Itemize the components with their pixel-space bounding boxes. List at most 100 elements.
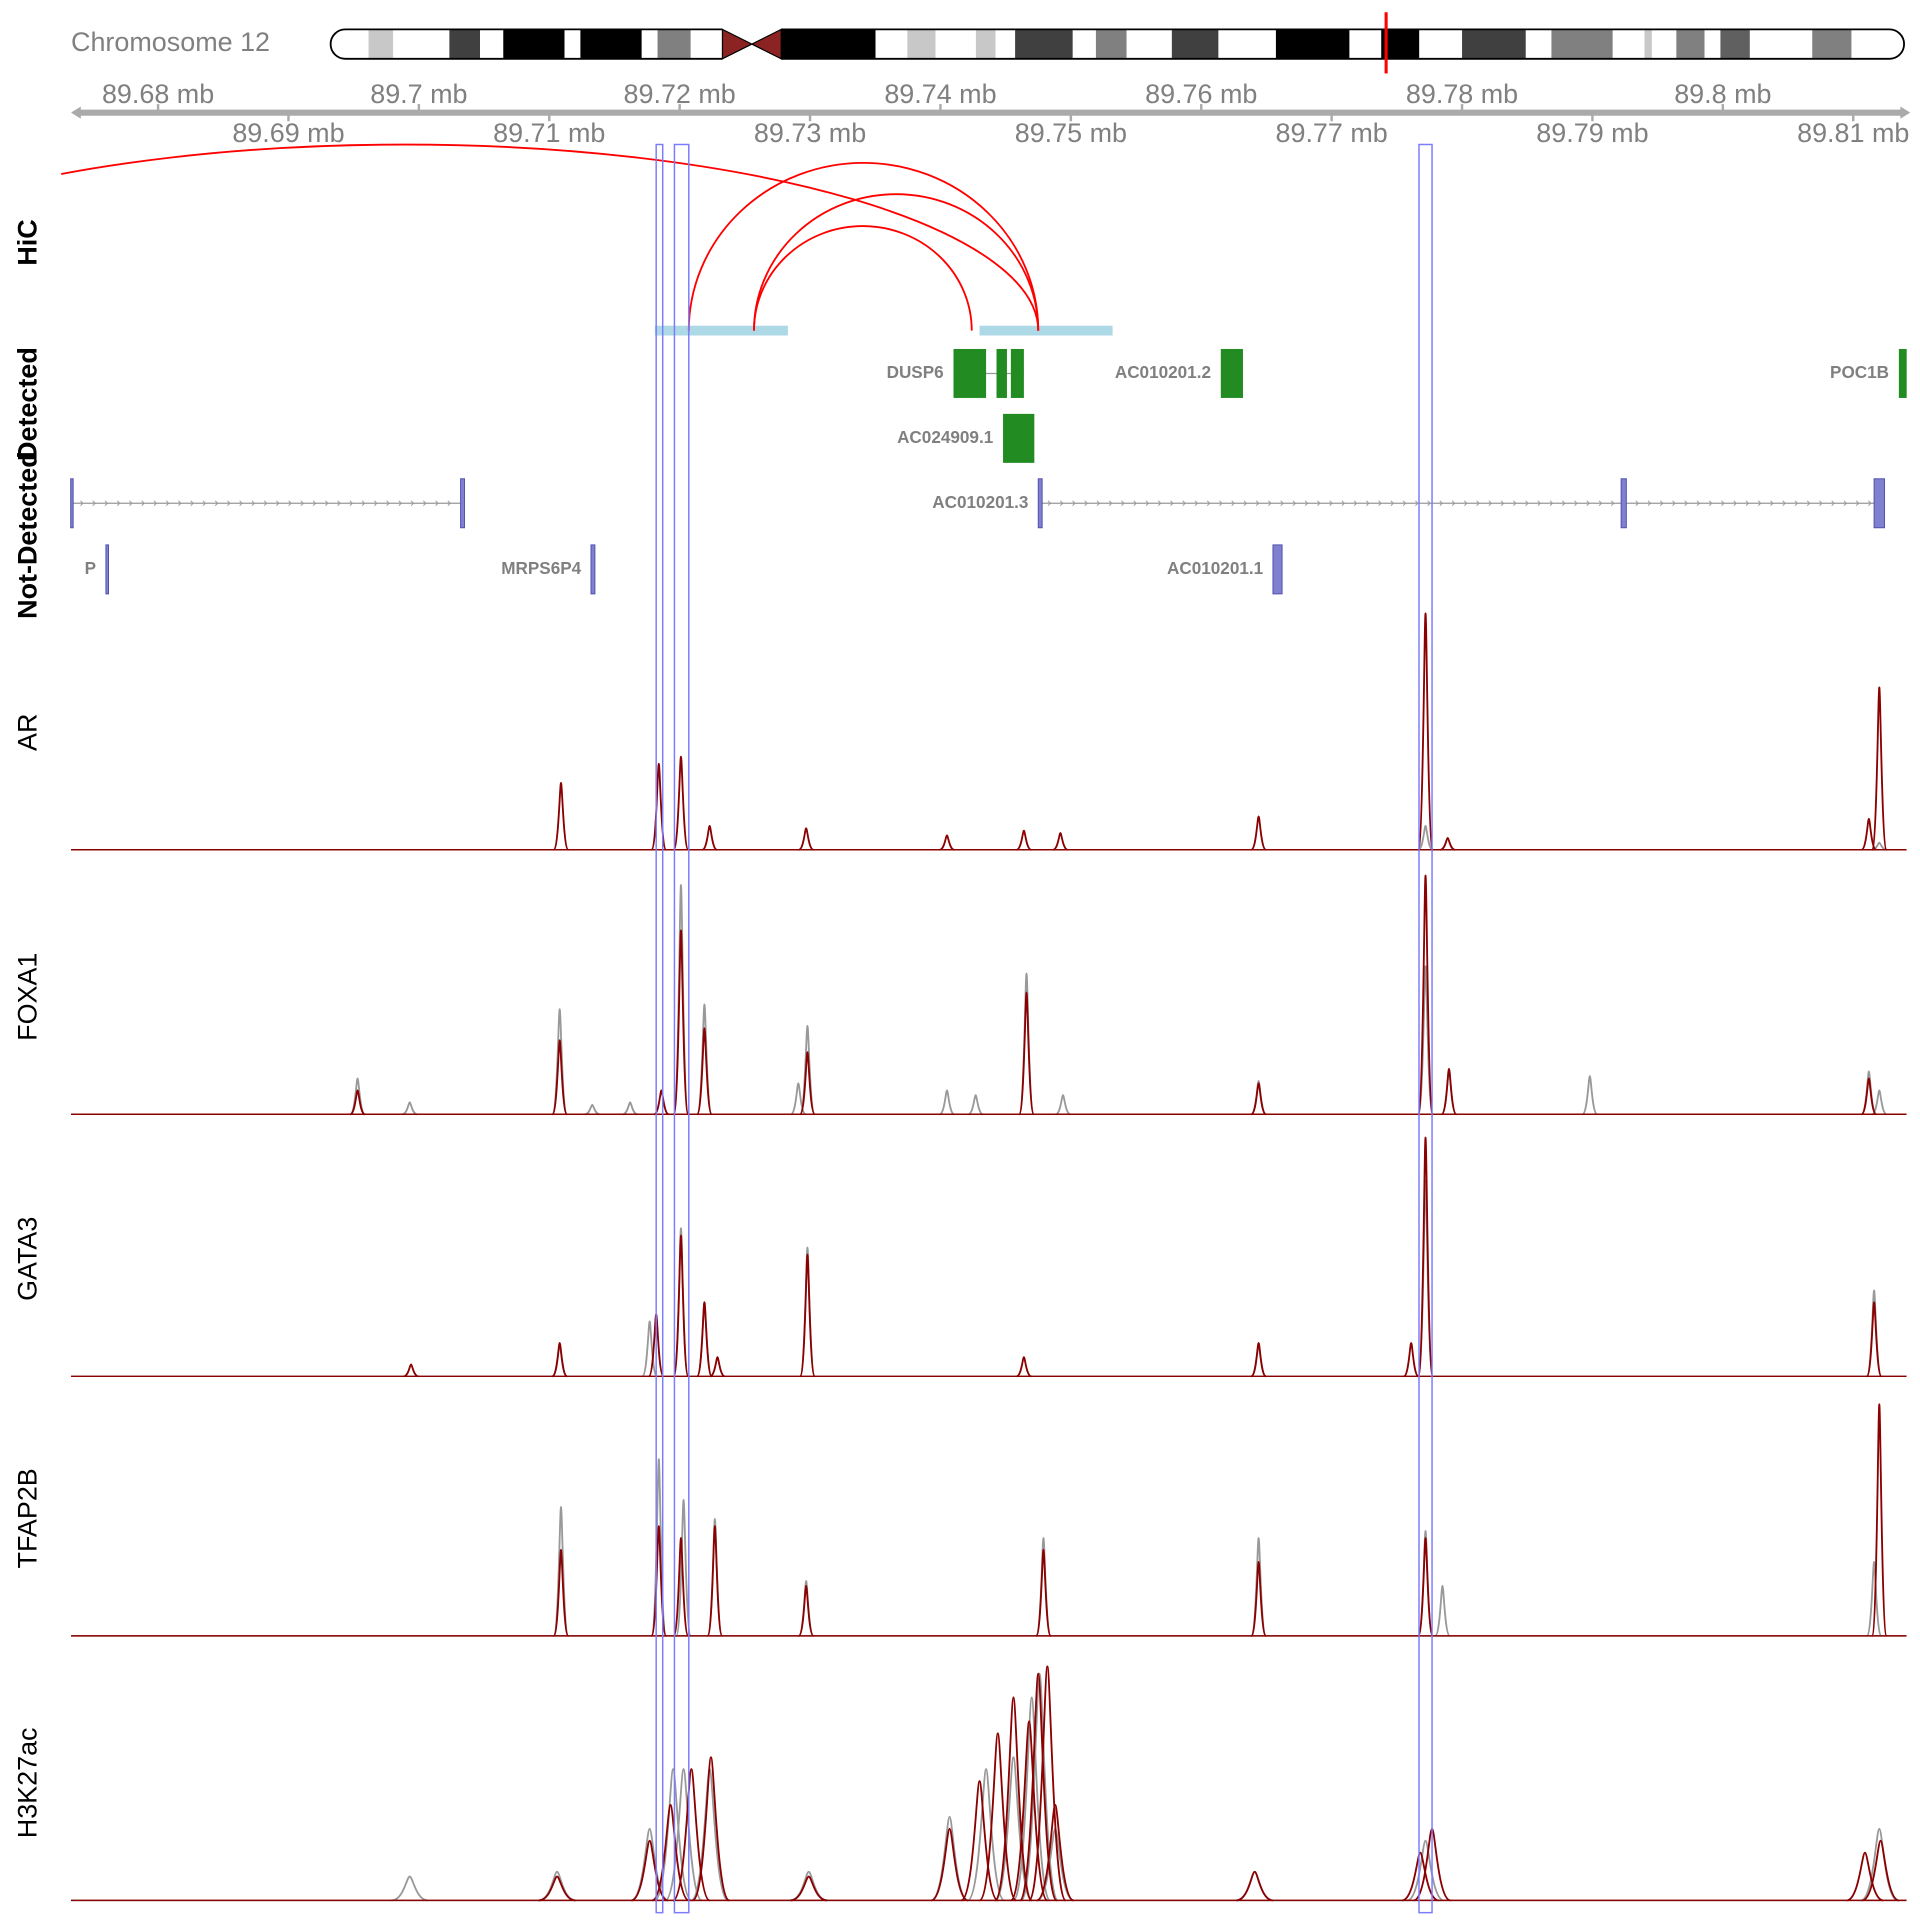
signal-peak (1417, 612, 1434, 851)
signal-peak (672, 1537, 690, 1637)
strand-arrow (1745, 500, 1750, 507)
strand-arrow (1549, 500, 1554, 507)
signal-peak (672, 929, 690, 1116)
strand-arrow (190, 500, 194, 507)
strand-arrow (1782, 500, 1786, 507)
tracks: DUSP6 AC010201.2 POC1B AC024909.1 AC010201.3… (61, 143, 1907, 1914)
strand-arrow (1255, 500, 1260, 507)
strand-arrow (178, 500, 182, 507)
gene-label: P (85, 558, 96, 578)
track-label: H3K27ac (12, 1727, 42, 1838)
signal-peak (551, 1341, 568, 1378)
strand-arrow (1206, 500, 1211, 507)
x-tick-label: 89.76 mb (1145, 79, 1257, 109)
strand-arrow (349, 500, 354, 507)
signal-peak (675, 1498, 692, 1637)
hic-arc (753, 193, 1040, 331)
signal-peak (1236, 1870, 1274, 1902)
x-tick-label: 89.71 mb (493, 118, 605, 148)
strand-arrow (398, 500, 403, 507)
strand-arrow (1280, 500, 1284, 507)
x-tick-label: 89.78 mb (1406, 79, 1518, 109)
signal-peak (790, 1875, 828, 1902)
strand-arrow (1108, 500, 1113, 507)
strand-arrow (1525, 500, 1529, 507)
gene-label: AC010201.3 (932, 492, 1028, 512)
signal-peak (1016, 1356, 1032, 1378)
x-tick-label: 89.8 mb (1674, 79, 1771, 109)
strand-arrow (361, 500, 366, 507)
signal-peak (978, 1732, 1018, 1902)
strand-arrow (1868, 500, 1872, 507)
strand-arrow (337, 500, 341, 507)
signal-peak (403, 1363, 419, 1378)
highlight (1418, 143, 1433, 1914)
signal-peak (538, 1875, 576, 1902)
strand-arrow (1182, 500, 1186, 507)
strand-arrow (1047, 500, 1052, 507)
signal-peak (552, 1506, 570, 1637)
exon (460, 478, 465, 529)
strand-arrow (116, 500, 121, 507)
strand-arrow (92, 500, 96, 507)
signal-peak (797, 1584, 815, 1637)
strand-arrow (1059, 500, 1064, 507)
signal-peak (1250, 1537, 1267, 1637)
strand-arrow (1635, 500, 1639, 507)
strand-arrow (423, 500, 427, 507)
signal-peak (1871, 686, 1888, 851)
strand-arrow (1121, 500, 1125, 507)
signal-peak (1020, 1672, 1059, 1902)
x-tick-label: 89.73 mb (754, 118, 866, 148)
strand-arrow (1561, 500, 1566, 507)
signal-peak (939, 834, 955, 851)
strand-arrow (1170, 500, 1174, 507)
signal-peak (930, 1827, 969, 1902)
strand-arrow (1402, 500, 1407, 507)
strand-arrow (1390, 500, 1395, 507)
strand-arrow (386, 500, 390, 507)
exon (590, 544, 596, 595)
strand-arrow (1708, 500, 1713, 507)
strand-arrow (1537, 500, 1541, 507)
strand-arrow (1304, 500, 1309, 507)
gene-label: POC1B (1830, 362, 1889, 382)
strand-arrow (165, 500, 170, 507)
signal-peak (349, 1077, 366, 1116)
strand-arrow (1268, 500, 1272, 507)
strand-arrow (104, 500, 109, 507)
strand-arrow (1843, 500, 1848, 507)
signal-peak (1052, 832, 1069, 851)
strand-arrow (1243, 500, 1248, 507)
strand-arrow (141, 500, 145, 507)
signal-peak (1860, 1827, 1899, 1902)
signal-peak (1860, 817, 1878, 851)
strand-arrow (1831, 500, 1835, 507)
signal-peak (798, 827, 814, 851)
highlight (673, 143, 690, 1914)
signal-peak (967, 1094, 984, 1116)
strand-arrow (1084, 500, 1088, 507)
signal-peak (1028, 1665, 1067, 1902)
strand-arrow (1672, 500, 1676, 507)
strand-arrow (1733, 500, 1737, 507)
strand-arrow (1757, 500, 1762, 507)
x-tick-label: 89.69 mb (232, 118, 344, 148)
signal-peak (1440, 836, 1456, 851)
chromosome-label: Chromosome 12 (71, 27, 270, 57)
exon (1220, 348, 1243, 398)
strand-arrow (1684, 500, 1688, 507)
signal-peak (960, 1780, 999, 1902)
strand-arrow (312, 500, 317, 507)
signal-peak (696, 1301, 713, 1378)
exon (1003, 413, 1035, 463)
x-tick-label: 89.79 mb (1536, 118, 1648, 148)
signal-peak (966, 1768, 1006, 1902)
strand-arrow (1770, 500, 1774, 507)
strand-arrow (276, 500, 280, 507)
exon (105, 544, 110, 595)
signal-peak (1236, 1870, 1274, 1902)
strand-arrow (227, 500, 231, 507)
ideogram (329, 12, 1905, 74)
